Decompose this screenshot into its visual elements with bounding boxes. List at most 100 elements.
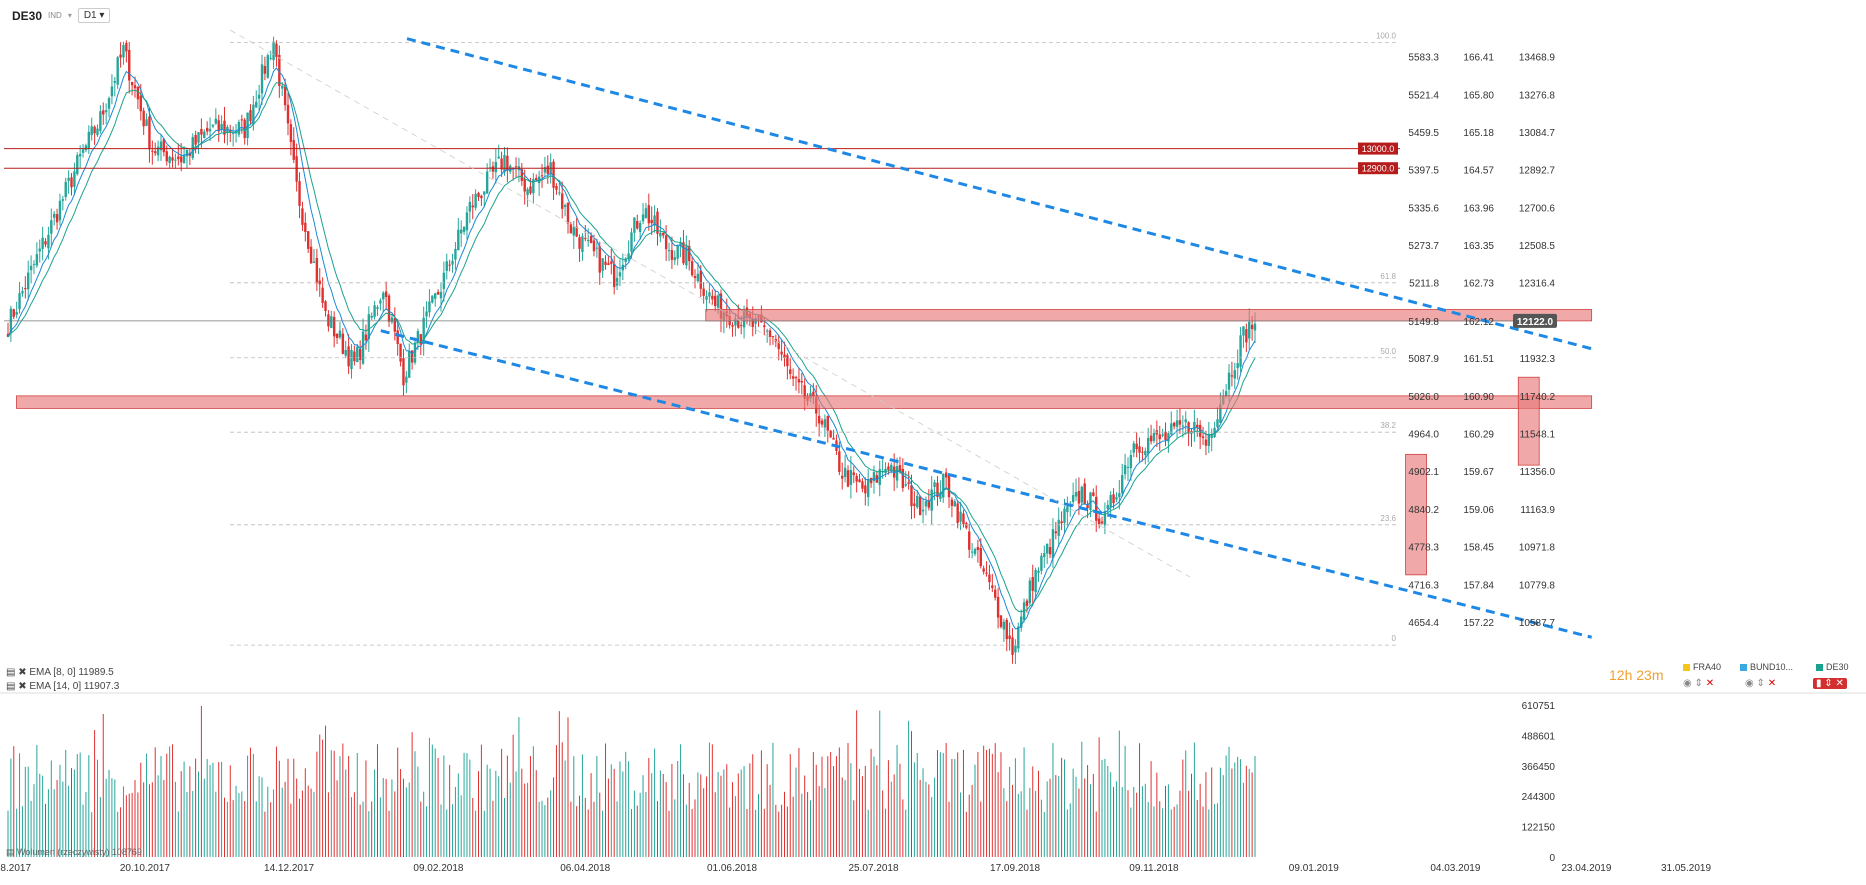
candle-body (387, 295, 391, 322)
candle-body (58, 200, 62, 221)
candle-body (999, 615, 1003, 628)
candle-body (910, 485, 913, 507)
candle-body (462, 226, 466, 232)
fib-level-label: 0 (1392, 634, 1397, 643)
trend-channel-upper[interactable] (406, 37, 1593, 351)
candle-body (555, 185, 558, 190)
candle-body (179, 156, 183, 163)
indicator-icon[interactable]: ▤ (6, 847, 15, 857)
ema8-params: [8, 0] (53, 667, 76, 678)
legend-fra40[interactable]: FRA40 (1683, 662, 1721, 672)
fib-level-label: 38.2 (1380, 421, 1396, 430)
candle-body (208, 128, 212, 132)
y-tick-label: 13276.8 (1519, 90, 1556, 101)
candle-body (413, 342, 417, 363)
legend-bund10[interactable]: BUND10... (1740, 662, 1793, 672)
symbol-label[interactable]: DE30 (12, 8, 43, 23)
candle-body (1034, 569, 1037, 593)
candle-body (324, 301, 327, 311)
candle-body (803, 385, 806, 399)
price-level-tag[interactable] (1358, 142, 1398, 155)
candle-body (1248, 321, 1251, 339)
eye-icon[interactable]: ◉ (1745, 678, 1754, 689)
candle-body (994, 589, 997, 598)
candle-body (154, 151, 157, 154)
candle-body (916, 495, 919, 508)
bund-tick-label: 159.67 (1463, 467, 1494, 478)
x-tick-label: 01.06.2018 (707, 863, 757, 874)
ema8-legend[interactable]: ▤ ✖ EMA [8, 0] 11989.5 (6, 667, 114, 678)
candle-body (104, 110, 108, 113)
fra40-tick-label: 5211.8 (1409, 279, 1439, 290)
candle-body (38, 248, 41, 252)
candle-body (820, 420, 824, 425)
supply-demand-zone[interactable] (1517, 376, 1540, 466)
supply-demand-zone[interactable] (16, 395, 1593, 409)
close-icon[interactable]: ✕ (1835, 678, 1844, 689)
close-icon[interactable]: ✕ (1767, 678, 1777, 689)
supply-demand-zone[interactable] (1405, 453, 1427, 576)
candle-body (419, 334, 422, 345)
sort-icon[interactable]: ⇕ (1756, 678, 1765, 689)
candles (6, 36, 1257, 665)
candle-body (996, 596, 1000, 618)
fra40-tick-label: 4654.4 (1408, 618, 1439, 629)
legend-de30[interactable]: DE30 (1816, 662, 1849, 672)
candle-body (405, 376, 408, 383)
candle-body (1201, 436, 1205, 438)
candle-body (864, 485, 867, 494)
candle-body (410, 350, 414, 363)
candle-body (367, 314, 371, 339)
candle-body (976, 547, 980, 550)
timeframe-select[interactable]: D1 ▾ (77, 8, 111, 23)
trend-channel-lower[interactable] (380, 329, 1593, 639)
candle-body (1161, 434, 1164, 436)
x-tick-label: 09.01.2019 (1289, 863, 1339, 874)
candle-body (800, 380, 804, 383)
candle-body (855, 475, 858, 482)
candle-body (1031, 577, 1034, 591)
candle-body (696, 273, 700, 282)
volume-tick-label: 122150 (1522, 823, 1556, 834)
sort-icon[interactable]: ⇕ (1694, 678, 1703, 689)
candle-body (18, 293, 21, 310)
price-level-label: 12900.0 (1362, 164, 1395, 174)
y-tick-label: 12316.4 (1519, 279, 1556, 290)
indicator-icon[interactable]: ▤ ✖ (6, 667, 27, 678)
candle-body (347, 346, 350, 367)
candle-body (737, 318, 740, 328)
candle-body (716, 295, 720, 309)
candle-body (1146, 437, 1150, 454)
indicator-icon[interactable]: ▤ ✖ (6, 681, 27, 692)
volume-legend[interactable]: ▤ Wolumen (rzeczywisty) 108769 (6, 847, 142, 858)
x-tick-label: 09.11.2018 (1129, 863, 1179, 874)
candle-body (1005, 619, 1008, 640)
close-icon[interactable]: ✕ (1705, 678, 1715, 689)
candle-body (1129, 454, 1133, 469)
candle-body (607, 263, 610, 265)
candle-body (436, 291, 440, 295)
candle-body (546, 165, 549, 174)
candle-body (283, 86, 287, 106)
candle-body (587, 239, 590, 242)
candle-body (581, 236, 584, 253)
candle-body (136, 86, 140, 100)
price-level-tag[interactable] (1358, 162, 1398, 175)
sort-icon[interactable]: ⇕ (1824, 678, 1833, 689)
candle-body (390, 317, 394, 323)
square-icon (1816, 664, 1823, 672)
candle-body (286, 104, 290, 124)
eye-icon[interactable]: ◉ (1683, 678, 1692, 689)
bund-tick-label: 157.84 (1463, 580, 1494, 591)
candle-body (431, 295, 434, 303)
candle-body (944, 472, 948, 478)
candle-body (263, 66, 267, 74)
bund-tick-label: 161.51 (1463, 354, 1494, 365)
fra40-tick-label: 5397.5 (1408, 166, 1439, 177)
candle-body (572, 227, 575, 236)
ema14-legend[interactable]: ▤ ✖ EMA [14, 0] 11907.3 (6, 681, 119, 692)
candle-icon[interactable]: ▮ (1816, 678, 1822, 689)
candle-body (205, 127, 209, 132)
chevron-down-icon[interactable]: ▾ (67, 11, 72, 20)
